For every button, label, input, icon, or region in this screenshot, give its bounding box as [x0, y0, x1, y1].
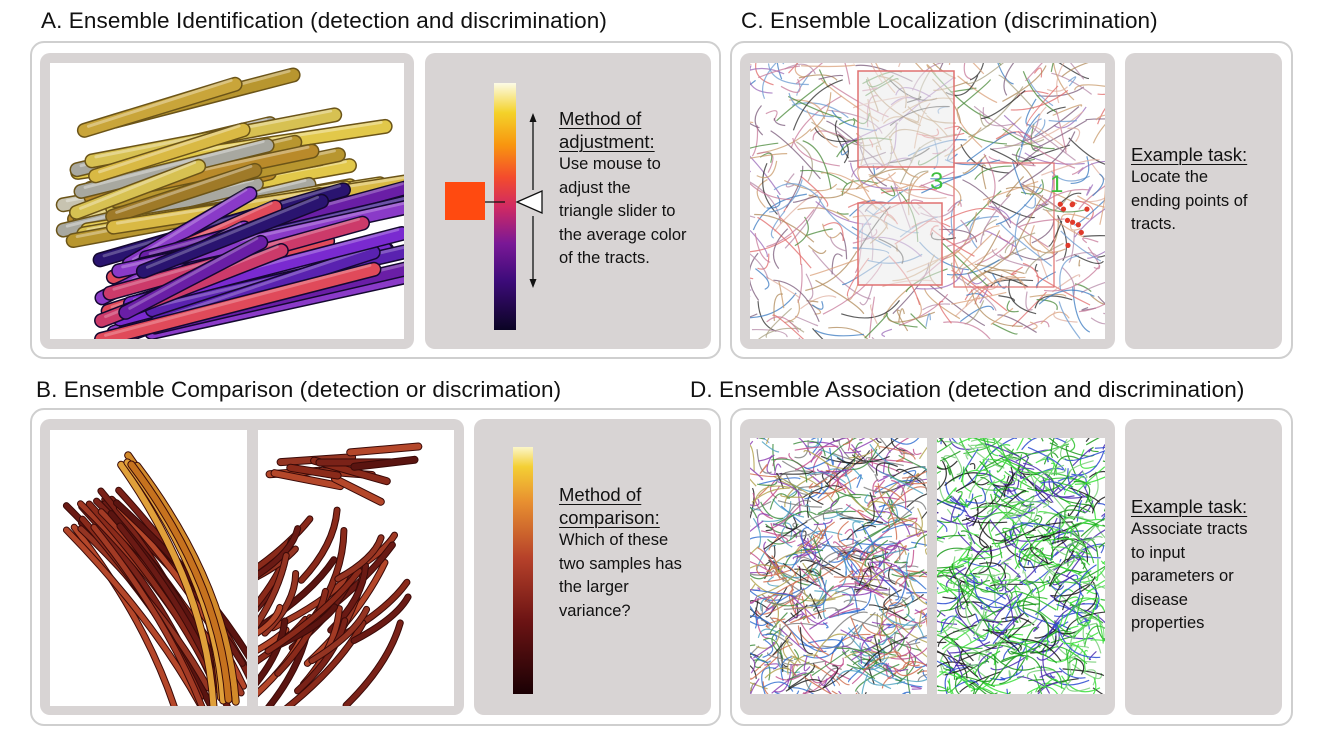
triangle-slider[interactable]: [515, 190, 543, 214]
sample-2-tracts: [258, 442, 423, 706]
panel-a-instructions: Method of adjustment: Use mouse to adjus…: [559, 107, 687, 271]
panel-c-instructions: Example task: Locate the ending points o…: [1131, 143, 1248, 237]
region-label-1: 1: [1050, 171, 1064, 198]
panel-a-line-3: triangle slider to: [559, 202, 676, 220]
panel-a-line-1: Use mouse to: [559, 155, 661, 173]
panel-c-tract-rendering: 3 1: [750, 63, 1105, 339]
panel-a-control-box: Method of adjustment: Use mouse to adjus…: [425, 53, 711, 349]
panel-b-instructions: Method of comparison: Which of these two…: [559, 483, 682, 623]
panel-b-sample-1: [50, 430, 247, 706]
color-adjustment-widget: [445, 83, 543, 330]
panel-d-rendering-2: [937, 438, 1105, 694]
panel-d-rendering-1: [750, 438, 927, 694]
panel-d-line-5: properties: [1131, 614, 1205, 632]
panel-b-sample-2: [258, 430, 454, 706]
panel-b-heading-1: Method of: [559, 484, 642, 505]
panel-d-task-box: Example task: Associate tracts to input …: [1125, 419, 1282, 715]
panel-c-task-box: Example task: Locate the ending points o…: [1125, 53, 1282, 349]
panel-a-tract-rendering: [50, 63, 404, 339]
colormap-bar: [513, 447, 533, 694]
panel-d-line-1: Associate tracts: [1131, 520, 1248, 538]
panel-b-title: B. Ensemble Comparison (detection or dis…: [36, 377, 562, 402]
sample-1-tracts: [62, 451, 247, 706]
panel-d-title: D. Ensemble Association (detection and d…: [690, 377, 1245, 402]
region-label-3: 3: [930, 168, 944, 195]
colormap-bar: [494, 83, 516, 330]
panel-c-line-3: tracts.: [1131, 215, 1176, 233]
comparison-colormap: [513, 447, 533, 694]
panel-a-line-2: adjust the: [559, 178, 631, 197]
panel-b-control-box: Method of comparison: Which of these two…: [474, 419, 711, 715]
selected-color-swatch[interactable]: [445, 182, 485, 220]
panel-b-heading-2: comparison:: [559, 507, 660, 528]
panel-d-line-4: disease: [1131, 590, 1188, 609]
panel-c-heading: Example task:: [1131, 144, 1248, 165]
tract-rendering-2: [937, 438, 1105, 694]
panel-c-line-2: ending points of: [1131, 191, 1248, 210]
tract-bundle-image: [55, 67, 404, 339]
panel-b-line-2: two samples has: [559, 554, 682, 573]
panel-d-line-3: parameters or: [1131, 567, 1234, 585]
panel-a-line-5: of the tracts.: [559, 249, 650, 267]
panel-c-line-1: Locate the: [1131, 168, 1209, 186]
panel-b-line-1: Which of these: [559, 531, 669, 549]
panel-d-instructions: Example task: Associate tracts to input …: [1131, 495, 1247, 636]
panel-a-title: A. Ensemble Identification (detection an…: [41, 8, 607, 33]
tract-rendering-1: [750, 438, 927, 694]
panel-a-heading-2: adjustment:: [559, 131, 655, 152]
panel-b-line-4: variance?: [559, 601, 631, 620]
brain-tractography-image: [750, 63, 1105, 339]
panel-d-heading: Example task:: [1131, 496, 1248, 517]
panel-d-line-2: to input: [1131, 543, 1186, 562]
panel-b-line-3: the larger: [559, 578, 629, 596]
panel-c-title: C. Ensemble Localization (discrimination…: [741, 8, 1158, 33]
panel-a-heading-1: Method of: [559, 108, 642, 129]
panel-a-line-4: the average color: [559, 225, 687, 244]
